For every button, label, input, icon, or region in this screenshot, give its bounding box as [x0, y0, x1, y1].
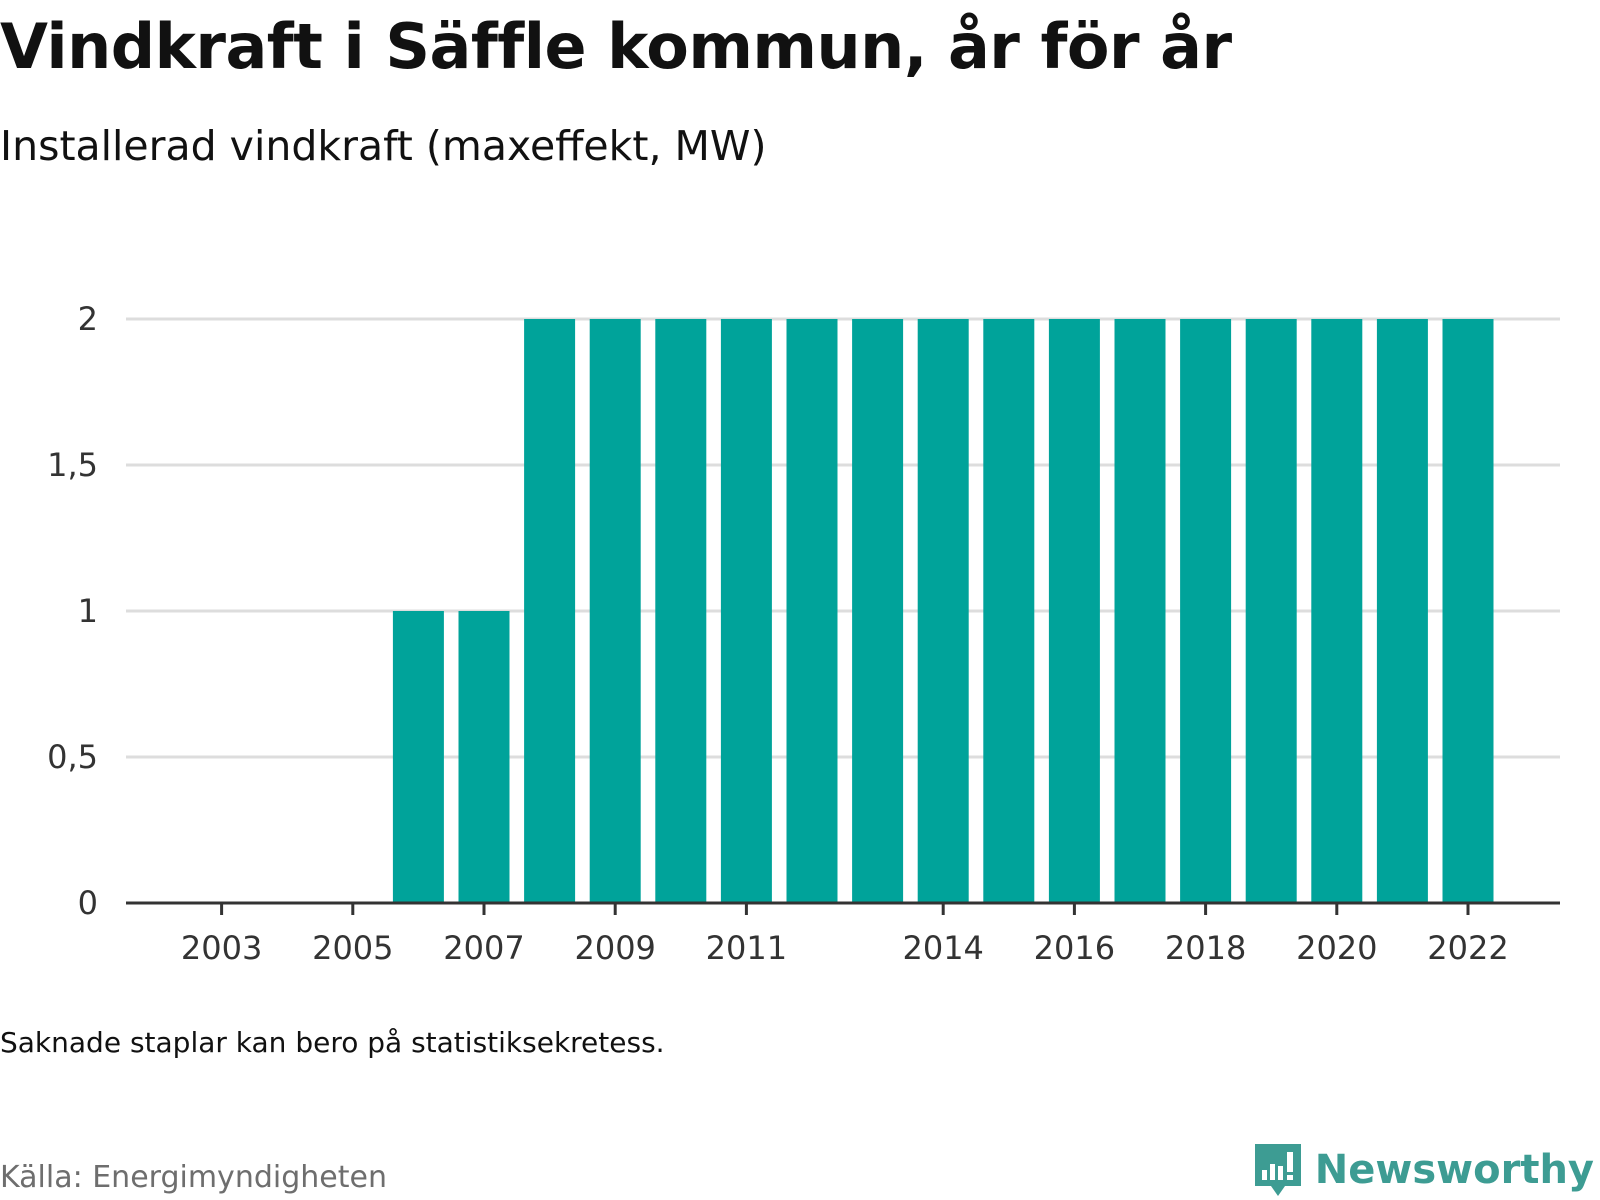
x-tick-label: 2016 — [1034, 929, 1115, 967]
bar-2010 — [655, 319, 707, 903]
bar-2007 — [458, 611, 510, 903]
bar-2014 — [917, 319, 969, 903]
bar-chart: 00,511,52 2003 2005 2007 2009 2011 2014 2016 20… — [47, 300, 1560, 967]
y-tick-label: 2 — [78, 300, 98, 338]
x-tick-label: 2022 — [1427, 929, 1508, 967]
y-axis-labels: 0 0,5 1 1,5 2 — [47, 300, 98, 922]
y-tick-label: 0 — [78, 884, 98, 922]
x-tick-label: 2011 — [706, 929, 787, 967]
bar-chart-bubble-icon — [1254, 1144, 1301, 1196]
bar-2011 — [720, 319, 772, 903]
x-tick-label: 2003 — [181, 929, 262, 967]
source-credit: Källa: Energimyndigheten — [0, 1160, 387, 1195]
bar-2013 — [852, 319, 904, 903]
bar-2020 — [1311, 319, 1363, 903]
bar-2008 — [524, 319, 576, 903]
brand-name: Newsworthy — [1314, 1147, 1594, 1193]
bar-2017 — [1114, 319, 1166, 903]
x-axis-labels: 2003 2005 2007 2009 2011 2014 2016 2018 2020 2022 — [181, 929, 1509, 967]
x-tick-label: 2007 — [443, 929, 524, 967]
chart-title: Vindkraft i Säffle kommun, år för år — [0, 10, 1232, 83]
bar-2009 — [589, 319, 641, 903]
bar-2016 — [1048, 319, 1100, 903]
newsworthy-logo: Newsworthy — [1253, 1142, 1594, 1198]
bar-2022 — [1442, 319, 1494, 903]
x-tick-label: 2009 — [574, 929, 655, 967]
y-tick-label: 0,5 — [47, 738, 98, 776]
x-tick-label: 2005 — [312, 929, 393, 967]
bar-2018 — [1180, 319, 1232, 903]
bar-2021 — [1376, 319, 1428, 903]
bar-2015 — [983, 319, 1035, 903]
bar-2006 — [392, 611, 444, 903]
bars — [392, 319, 1494, 903]
chart-subtitle: Installerad vindkraft (maxeffekt, MW) — [0, 122, 767, 170]
bar-2019 — [1245, 319, 1297, 903]
y-tick-label: 1 — [78, 592, 98, 630]
bar-2012 — [786, 319, 838, 903]
footnote: Saknade staplar kan bero på statistiksek… — [0, 1026, 665, 1059]
x-tick-label: 2018 — [1165, 929, 1246, 967]
x-tick-label: 2020 — [1296, 929, 1377, 967]
y-tick-label: 1,5 — [47, 446, 98, 484]
x-tick-label: 2014 — [902, 929, 983, 967]
x-axis — [126, 901, 1560, 915]
